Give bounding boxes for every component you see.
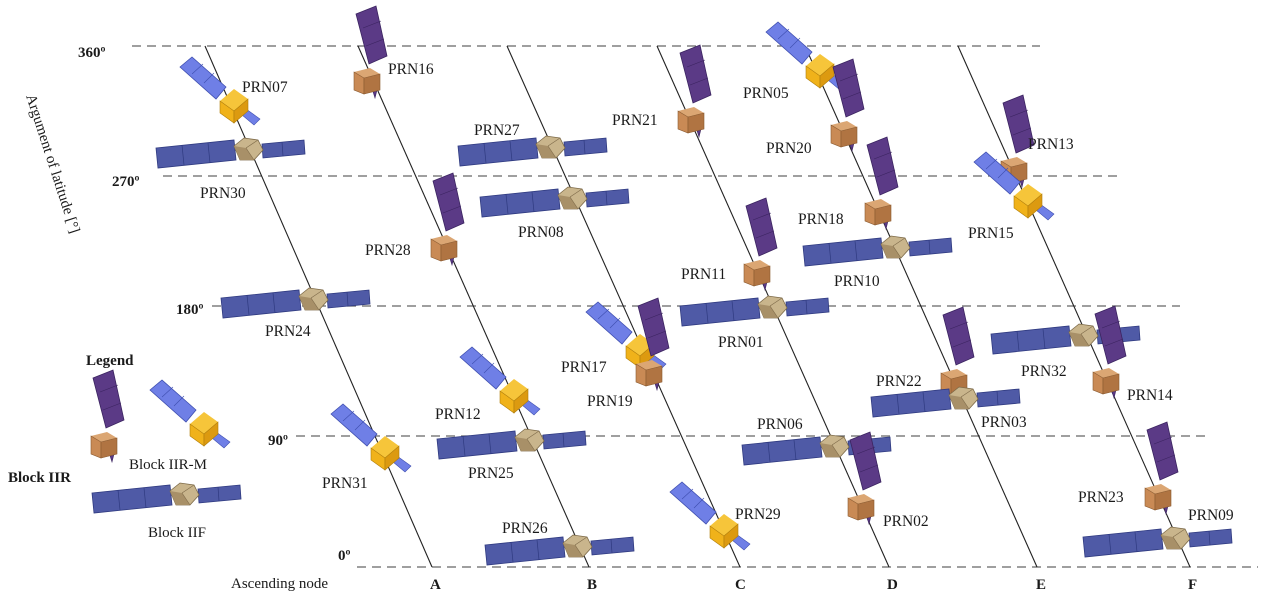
plane-track-f bbox=[957, 45, 1191, 568]
label-prn06: PRN06 bbox=[757, 416, 803, 433]
label-prn03: PRN03 bbox=[981, 414, 1027, 431]
satellite-prn27-icon bbox=[457, 135, 608, 167]
label-prn21: PRN21 bbox=[612, 112, 658, 129]
label-prn19: PRN19 bbox=[587, 393, 633, 410]
satellite-prn22-icon bbox=[940, 306, 975, 400]
satellite-prn11-icon bbox=[743, 197, 778, 291]
tick-360: 360º bbox=[78, 45, 106, 61]
plane-track-c bbox=[506, 45, 741, 568]
label-prn14: PRN14 bbox=[1127, 387, 1173, 404]
plane-label-d: D bbox=[887, 577, 898, 593]
ascending-node-label: Ascending node bbox=[231, 576, 328, 592]
y-axis: 360º 270º 180º 90º 0º Argument of latitu… bbox=[22, 45, 350, 592]
label-prn17: PRN17 bbox=[561, 359, 607, 376]
label-prn23: PRN23 bbox=[1078, 489, 1124, 506]
plane-label-a: A bbox=[430, 577, 441, 593]
satellite-prn10-icon bbox=[802, 235, 953, 267]
label-prn22: PRN22 bbox=[876, 373, 922, 390]
tick-90: 90º bbox=[268, 433, 288, 449]
plane-label-c: C bbox=[735, 577, 746, 593]
satellite-prn18-icon bbox=[864, 136, 899, 230]
label-prn25: PRN25 bbox=[468, 465, 514, 482]
label-prn20: PRN20 bbox=[766, 140, 812, 157]
label-prn11: PRN11 bbox=[681, 266, 726, 283]
label-prn29: PRN29 bbox=[735, 506, 781, 523]
satellites bbox=[155, 5, 1233, 566]
satellite-prn26-icon bbox=[484, 534, 635, 566]
plane-track-b bbox=[357, 45, 590, 568]
satellite-prn01-icon bbox=[679, 295, 830, 327]
label-prn32: PRN32 bbox=[1021, 363, 1067, 380]
legend: Legend Block IIR Block IIR-M Block IIF bbox=[8, 353, 242, 541]
y-axis-title: Argument of latitude [°] bbox=[22, 92, 82, 235]
label-prn27: PRN27 bbox=[474, 122, 520, 139]
label-prn08: PRN08 bbox=[518, 224, 564, 241]
label-prn26: PRN26 bbox=[502, 520, 548, 537]
plane-labels: A B C D E F bbox=[430, 577, 1197, 593]
label-prn30: PRN30 bbox=[200, 185, 246, 202]
tick-270: 270º bbox=[112, 174, 140, 190]
satellite-prn12-icon bbox=[459, 346, 541, 416]
legend-label-block-iirm: Block IIR-M bbox=[129, 457, 207, 473]
label-prn07: PRN07 bbox=[242, 79, 288, 96]
legend-label-block-iir: Block IIR bbox=[8, 470, 71, 486]
label-prn18: PRN18 bbox=[798, 211, 844, 228]
satellite-prn08-icon bbox=[479, 186, 630, 218]
label-prn31: PRN31 bbox=[322, 475, 368, 492]
satellite-prn24-icon bbox=[220, 287, 371, 319]
label-prn15: PRN15 bbox=[968, 225, 1014, 242]
label-prn09: PRN09 bbox=[1188, 507, 1234, 524]
label-prn24: PRN24 bbox=[265, 323, 311, 340]
label-prn01: PRN01 bbox=[718, 334, 764, 351]
legend-block-iir-icon bbox=[90, 369, 125, 463]
satellite-prn31-icon bbox=[330, 403, 412, 473]
plane-label-f: F bbox=[1188, 577, 1197, 593]
tick-180: 180º bbox=[176, 302, 204, 318]
satellite-prn16-icon bbox=[353, 5, 388, 99]
label-prn05: PRN05 bbox=[743, 85, 789, 102]
satellite-prn30-icon bbox=[155, 137, 306, 169]
label-prn16: PRN16 bbox=[388, 61, 434, 78]
plane-label-e: E bbox=[1036, 577, 1046, 593]
label-prn10: PRN10 bbox=[834, 273, 880, 290]
satellite-prn05-icon bbox=[765, 21, 847, 91]
satellite-prn14-icon bbox=[1092, 305, 1127, 399]
satellite-prn09-icon bbox=[1082, 526, 1233, 558]
legend-title: Legend bbox=[86, 353, 134, 369]
satellite-prn03-icon bbox=[870, 386, 1021, 418]
label-prn13: PRN13 bbox=[1028, 136, 1074, 153]
label-prn02: PRN02 bbox=[883, 513, 929, 530]
prn-labels: PRN07 PRN16 PRN30 PRN28 PRN24 PRN31 PRN2… bbox=[200, 61, 1234, 537]
legend-block-iif-icon bbox=[91, 482, 242, 514]
legend-block-iirm-icon bbox=[149, 379, 231, 449]
satellite-prn25-icon bbox=[436, 428, 587, 460]
satellite-prn28-icon bbox=[430, 172, 465, 266]
label-prn12: PRN12 bbox=[435, 406, 481, 423]
satellite-prn20-icon bbox=[830, 58, 865, 152]
label-prn28: PRN28 bbox=[365, 242, 411, 259]
plane-label-b: B bbox=[587, 577, 597, 593]
satellite-prn21-icon bbox=[677, 44, 712, 138]
legend-label-block-iif: Block IIF bbox=[148, 525, 206, 541]
tick-0: 0º bbox=[338, 548, 351, 564]
